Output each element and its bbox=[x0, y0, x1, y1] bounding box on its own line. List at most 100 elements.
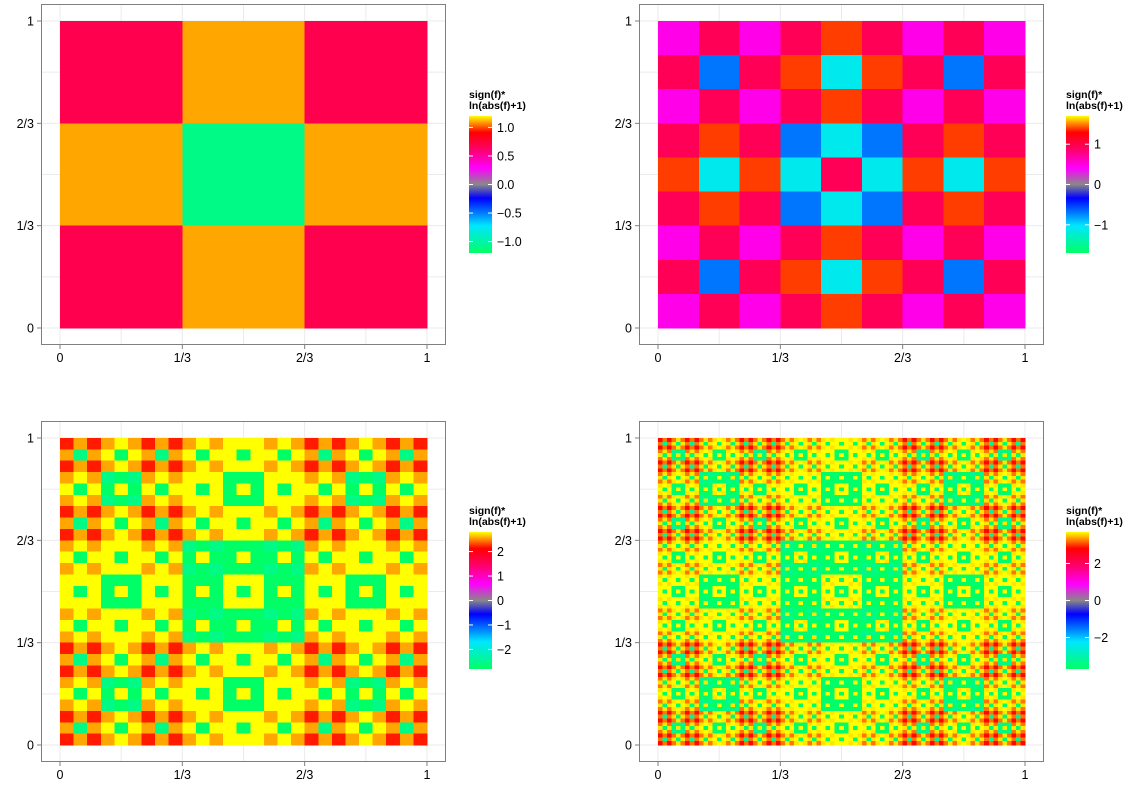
heatmap-cell bbox=[975, 483, 981, 488]
heatmap-cell bbox=[667, 472, 672, 477]
heatmap-cell bbox=[943, 191, 985, 227]
heatmap-cell bbox=[413, 460, 428, 473]
heatmap-cell bbox=[735, 468, 740, 473]
heatmap-cell bbox=[920, 472, 926, 477]
heatmap-cell bbox=[345, 506, 360, 518]
heatmap-cell bbox=[780, 445, 786, 450]
heatmap-cell bbox=[413, 688, 428, 700]
heatmap-cell bbox=[168, 619, 183, 632]
heatmap-cell bbox=[934, 616, 940, 621]
heatmap-cell bbox=[277, 574, 292, 587]
heatmap-cell bbox=[1006, 547, 1012, 553]
heatmap-cell bbox=[957, 532, 962, 537]
legend-tick-label: 1 bbox=[497, 570, 504, 584]
heatmap-cell bbox=[925, 502, 931, 507]
heatmap-cell bbox=[857, 616, 863, 621]
heatmap-cell bbox=[970, 468, 976, 473]
heatmap-cell bbox=[807, 544, 813, 549]
heatmap-cell bbox=[766, 604, 772, 609]
heatmap-cell bbox=[889, 551, 894, 556]
heatmap-cell bbox=[1015, 589, 1021, 594]
heatmap-cell bbox=[735, 574, 740, 579]
heatmap-cell bbox=[762, 483, 768, 488]
heatmap-cell bbox=[997, 551, 1003, 556]
heatmap-cell bbox=[984, 502, 990, 507]
heatmap-cell bbox=[345, 631, 360, 644]
heatmap-cell bbox=[947, 491, 953, 496]
heatmap-cell bbox=[938, 570, 944, 575]
heatmap-cell bbox=[947, 464, 953, 469]
heatmap-cell bbox=[961, 604, 967, 609]
heatmap-cell bbox=[168, 710, 183, 723]
heatmap-cell bbox=[721, 521, 727, 526]
y-tick-label: 1/3 bbox=[17, 636, 34, 650]
heatmap-cell bbox=[744, 574, 749, 579]
heatmap-cell bbox=[372, 506, 387, 518]
heatmap-cell bbox=[929, 510, 935, 515]
heatmap-cell bbox=[757, 464, 763, 469]
heatmap-cell bbox=[100, 472, 115, 484]
heatmap-cell bbox=[739, 517, 745, 522]
heatmap-cell bbox=[793, 445, 799, 450]
heatmap-cell bbox=[848, 619, 854, 625]
heatmap-cell bbox=[372, 449, 387, 462]
heatmap-cell bbox=[775, 460, 781, 465]
heatmap-cell bbox=[802, 623, 808, 628]
heatmap-cell bbox=[997, 619, 1003, 625]
heatmap-cell bbox=[721, 540, 727, 545]
heatmap-cell bbox=[1020, 616, 1026, 621]
heatmap-cell bbox=[875, 604, 881, 609]
heatmap-cell bbox=[739, 483, 745, 488]
heatmap-cell bbox=[970, 494, 976, 499]
heatmap-cell bbox=[812, 555, 817, 560]
heatmap-cell bbox=[1020, 510, 1026, 515]
heatmap-cell bbox=[712, 574, 718, 579]
heatmap-cell bbox=[735, 441, 740, 446]
heatmap-cell bbox=[966, 502, 971, 507]
heatmap-cell bbox=[676, 472, 681, 477]
heatmap-cell bbox=[834, 438, 840, 443]
heatmap-cell bbox=[730, 517, 736, 522]
heatmap-cell bbox=[707, 441, 713, 446]
heatmap-cell bbox=[775, 510, 781, 515]
heatmap-cell bbox=[852, 483, 858, 488]
heatmap-cell bbox=[957, 491, 962, 496]
heatmap-cell bbox=[685, 506, 691, 511]
heatmap-cell bbox=[934, 460, 940, 465]
heatmap-cell bbox=[753, 494, 759, 499]
heatmap-cell bbox=[979, 578, 985, 583]
heatmap-cell bbox=[848, 475, 854, 481]
heatmap-cell bbox=[698, 600, 704, 606]
heatmap-cell bbox=[127, 710, 142, 723]
y-tick-label: 1 bbox=[27, 432, 34, 446]
heatmap-cell bbox=[902, 259, 944, 295]
heatmap-cell bbox=[920, 604, 926, 609]
heatmap-cell bbox=[155, 665, 170, 678]
heatmap-cell bbox=[889, 616, 894, 621]
heatmap-cell bbox=[698, 468, 704, 473]
heatmap-cell bbox=[168, 472, 183, 484]
heatmap-cell bbox=[304, 665, 319, 678]
heatmap-cell bbox=[812, 445, 817, 450]
heatmap-cell bbox=[925, 456, 931, 462]
heatmap-cell bbox=[725, 521, 731, 526]
heatmap-cell bbox=[825, 479, 831, 484]
heatmap-cell bbox=[127, 722, 142, 734]
heatmap-cell bbox=[961, 513, 967, 518]
heatmap-cell bbox=[127, 483, 142, 496]
heatmap-cell bbox=[671, 608, 677, 613]
heatmap-cell bbox=[277, 654, 292, 666]
heatmap-cell bbox=[825, 483, 831, 488]
heatmap-cell bbox=[744, 441, 749, 446]
heatmap-cell bbox=[907, 585, 913, 590]
heatmap-cell bbox=[689, 578, 695, 583]
heatmap-cell bbox=[943, 540, 949, 545]
heatmap-cell bbox=[223, 722, 238, 734]
heatmap-cell bbox=[952, 612, 958, 617]
heatmap-cell bbox=[658, 574, 663, 579]
heatmap-cell bbox=[812, 506, 817, 511]
heatmap-cell bbox=[834, 608, 840, 613]
heatmap-cell bbox=[961, 517, 967, 522]
heatmap-cell bbox=[848, 498, 854, 503]
heatmap-cell bbox=[843, 612, 849, 617]
